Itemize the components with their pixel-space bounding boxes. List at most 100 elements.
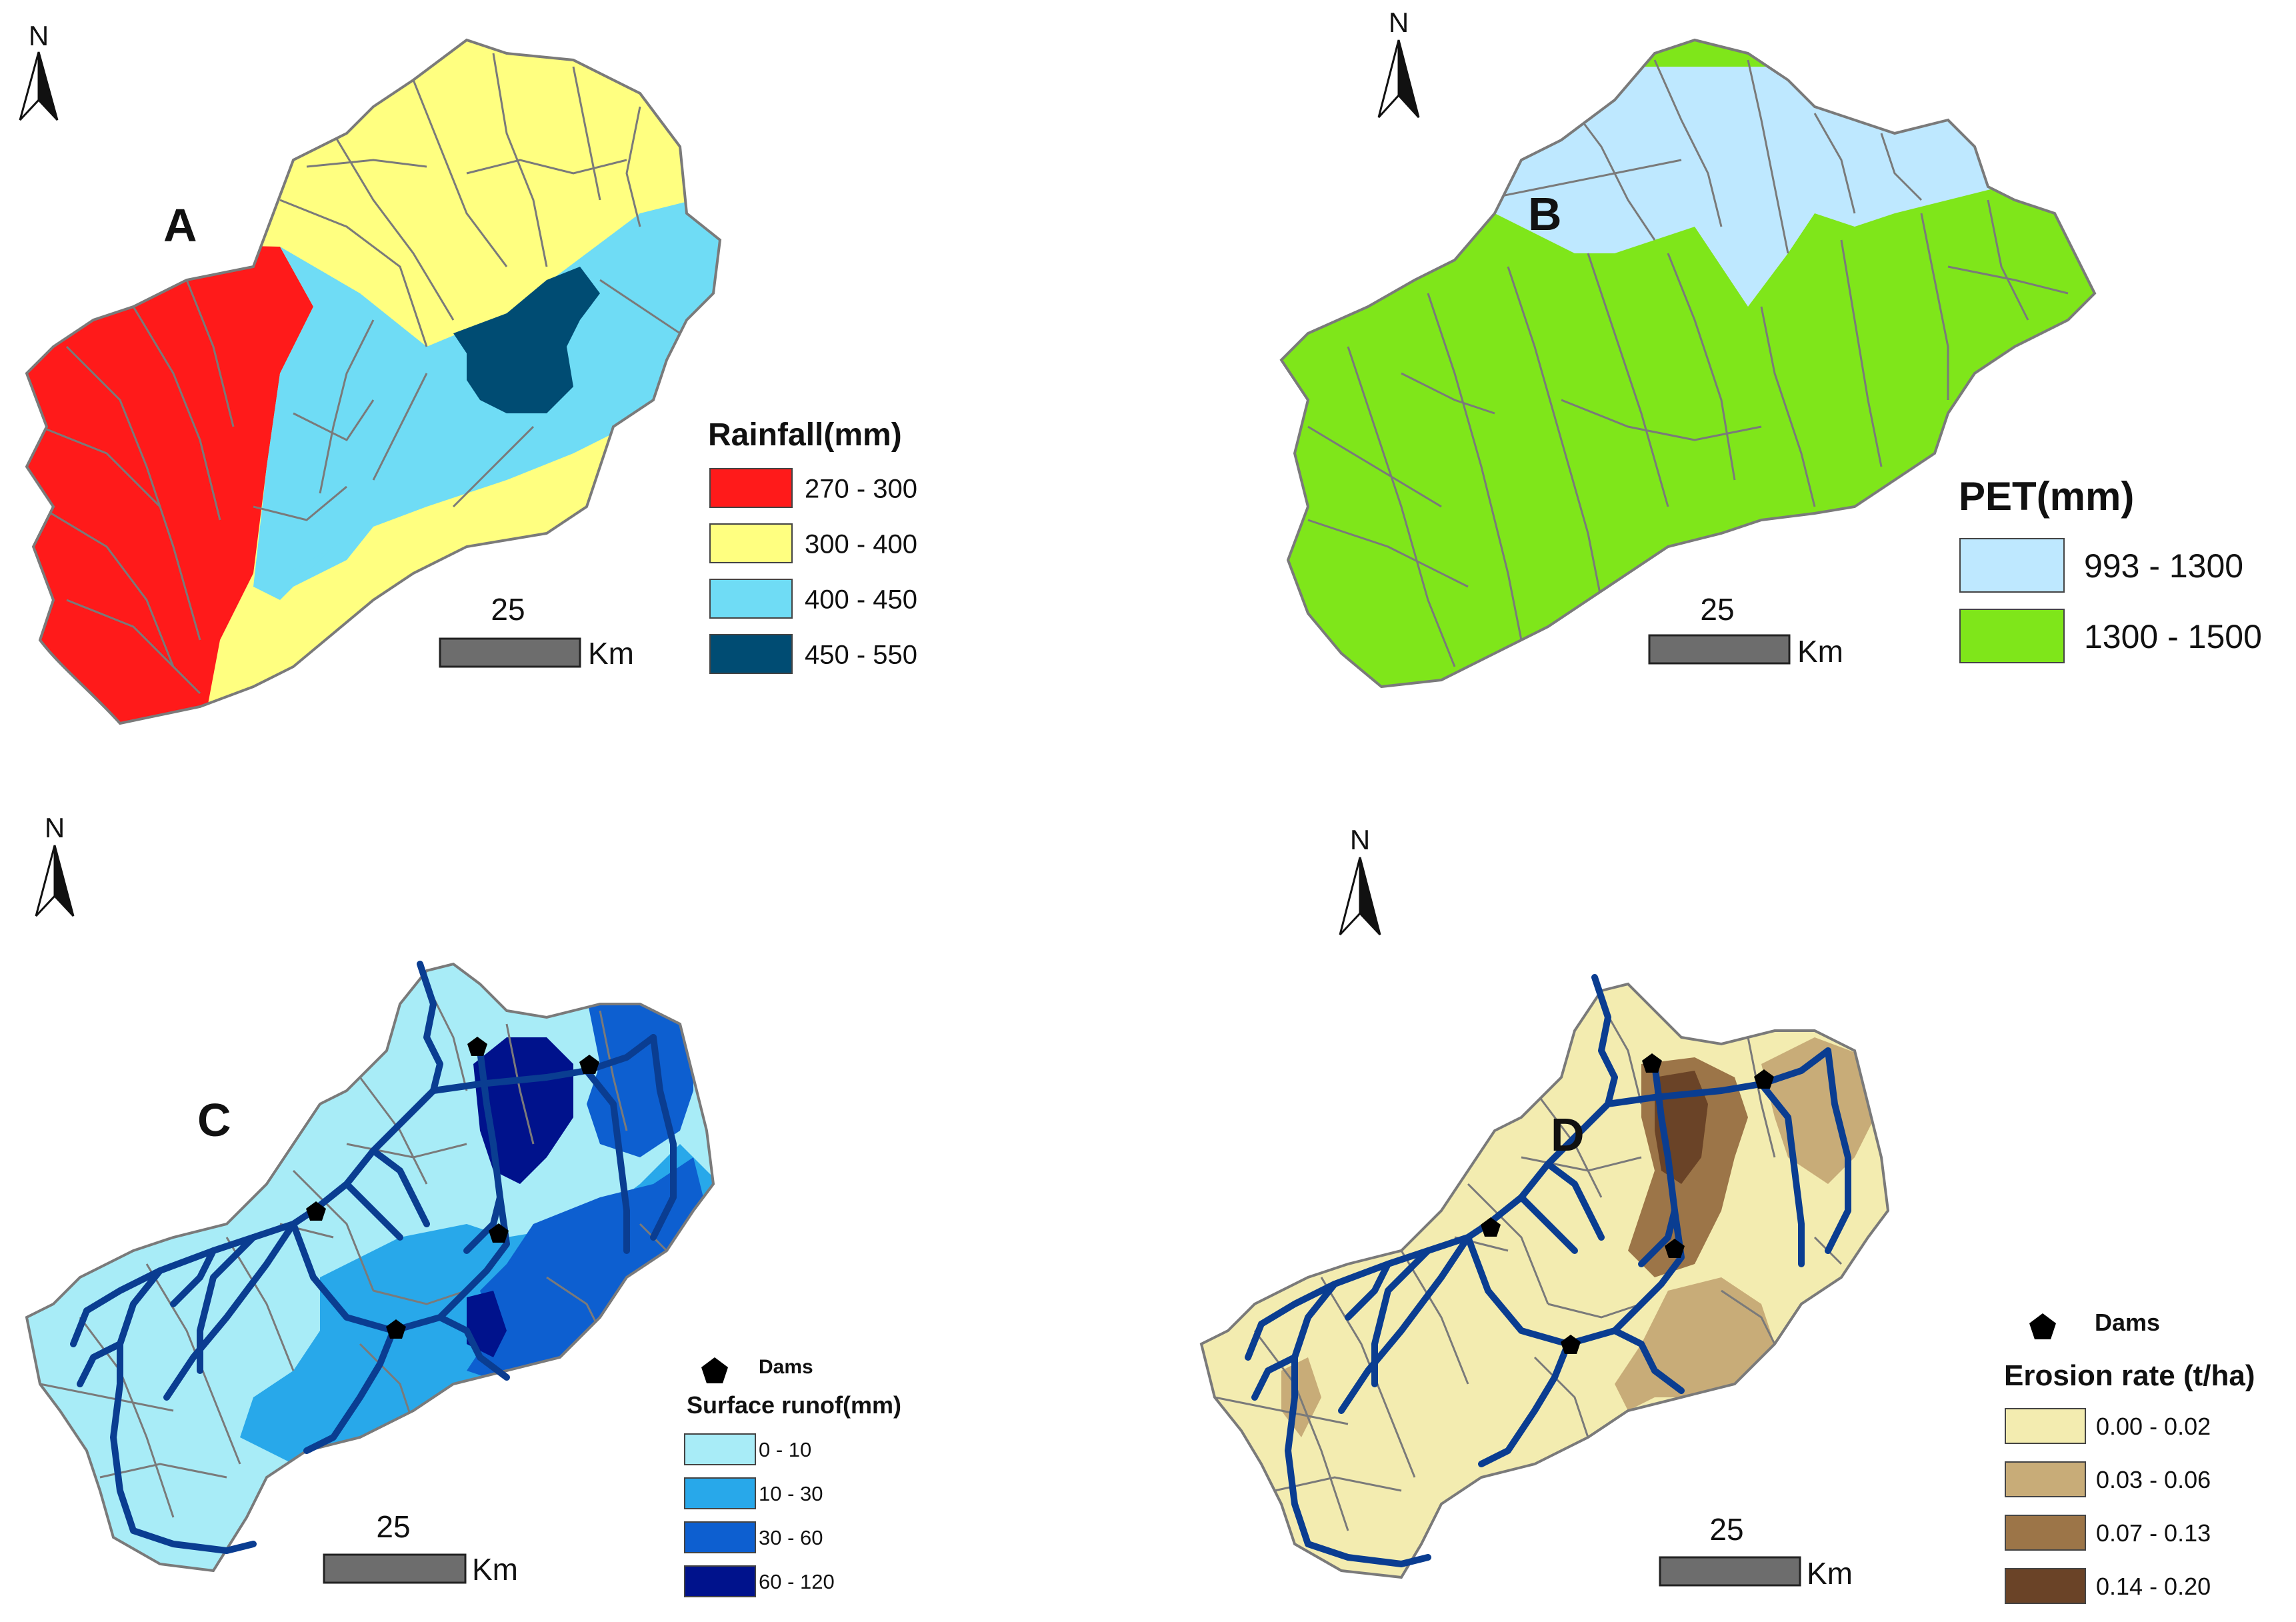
north-label: N [1350, 824, 1370, 855]
dam-markers [306, 1037, 599, 1339]
north-arrow-icon: N [35, 812, 75, 917]
panel-letter: B [1528, 188, 1562, 240]
dam-icon [1754, 1069, 1774, 1089]
river-network [1245, 974, 1851, 1567]
subcatchment-boundaries [39, 983, 668, 1518]
dam-icon [306, 1201, 326, 1221]
dam-icon [1561, 1335, 1581, 1354]
scale-bar: 25 Km [1659, 1512, 1853, 1591]
scale-unit: Km [588, 636, 634, 671]
legend-label: 10 - 30 [759, 1482, 823, 1505]
legend-swatch [684, 1433, 756, 1465]
legend-swatch [709, 523, 793, 563]
legend-item: 10 - 30 [684, 1477, 823, 1509]
north-label: N [45, 812, 65, 843]
legend-swatch [709, 468, 793, 508]
dam-icon [467, 1037, 487, 1056]
subcatchment-boundaries [1307, 59, 2069, 667]
legend-swatch [709, 634, 793, 674]
legend-item: 0.03 - 0.06 [2005, 1461, 2211, 1497]
panel-letter: C [197, 1094, 231, 1146]
dam-icon [1642, 1053, 1662, 1073]
legend-title: Surface runof(mm) [687, 1391, 901, 1419]
legend: Dams Erosion rate (t/ha) 0.00 - 0.02 0.03… [2004, 1309, 2255, 1604]
legend-item: 400 - 450 [709, 579, 917, 619]
dams-label: Dams [759, 1356, 813, 1378]
north-arrow-icon: N [19, 20, 59, 121]
scale-value: 25 [376, 1509, 410, 1544]
scale-value: 25 [1709, 1512, 1743, 1547]
map-d-canvas: N D 25 Km Dams Erosion rate (t/ha) 0.00 … [1200, 824, 2255, 1604]
dam-markers [1481, 1053, 1774, 1354]
legend-item: 0.14 - 0.20 [2005, 1568, 2211, 1604]
legend-label: 30 - 60 [759, 1526, 823, 1549]
legend-label: 0 - 10 [759, 1438, 811, 1461]
dam-icon [489, 1223, 509, 1243]
legend-swatch [1959, 609, 2065, 663]
region-450-550 [453, 267, 600, 413]
panel-b-pet-map: N B 25 Km PET(mm) 993 - 1300 1300 - 1500 [1148, 0, 2296, 811]
legend-title: Erosion rate (t/ha) [2004, 1359, 2255, 1392]
scale-bar: 25 Km [439, 592, 634, 671]
legend-label: 0.00 - 0.02 [2096, 1413, 2211, 1440]
scale-unit: Km [1797, 634, 1843, 669]
map-c-canvas: N C 25 Km Dams Surface runof(mm) 0 - 10 1… [25, 812, 901, 1597]
legend-swatch [1959, 538, 2065, 593]
legend-item: 0.07 - 0.13 [2005, 1515, 2211, 1551]
legend: Rainfall(mm) 270 - 300 300 - 400 400 - 450… [708, 417, 917, 674]
legend-swatch [684, 1565, 756, 1597]
scale-unit: Km [472, 1552, 518, 1587]
dam-icon [1481, 1217, 1501, 1237]
legend-swatch [684, 1477, 756, 1509]
dam-icon [579, 1055, 599, 1074]
legend-item: 993 - 1300 [1959, 538, 2243, 593]
region-0.03-0.06-south [1615, 1277, 1775, 1411]
legend-label: 0.03 - 0.06 [2096, 1466, 2211, 1493]
region-400-450-south [287, 520, 373, 587]
scale-bar: 25 Km [323, 1509, 518, 1587]
legend-swatch [709, 579, 793, 619]
legend-item: 1300 - 1500 [1959, 609, 2262, 663]
subcatchment-boundaries [39, 53, 681, 695]
panel-a-rainfall-map: N A 25 Km Rainfall(mm) 270 - 300 300 - 40… [0, 0, 1148, 811]
legend-title: Rainfall(mm) [708, 417, 902, 453]
dam-legend-icon [701, 1357, 728, 1383]
legend-label: 1300 - 1500 [2084, 618, 2262, 655]
legend-label: 60 - 120 [759, 1570, 835, 1593]
scale-value: 25 [491, 592, 525, 627]
river-network [70, 961, 677, 1554]
panel-c-surface-runoff-map: N C 25 Km Dams Surface runof(mm) 0 - 10 1… [0, 811, 1148, 1621]
legend-swatch [684, 1521, 756, 1553]
legend-label: 993 - 1300 [2084, 547, 2243, 585]
legend-label: 0.07 - 0.13 [2096, 1519, 2211, 1547]
north-arrow-icon: N [1339, 824, 1381, 936]
map-b-canvas: N B 25 Km PET(mm) 993 - 1300 1300 - 1500 [1280, 7, 2262, 688]
legend: PET(mm) 993 - 1300 1300 - 1500 [1959, 474, 2262, 663]
dam-icon [1665, 1239, 1685, 1258]
legend-item: 60 - 120 [684, 1565, 835, 1597]
legend-swatch [2005, 1515, 2086, 1551]
legend-item: 30 - 60 [684, 1521, 823, 1553]
legend-swatch [2005, 1461, 2086, 1497]
legend-swatch [2005, 1408, 2086, 1444]
legend: Dams Surface runof(mm) 0 - 10 10 - 30 30 -… [684, 1356, 901, 1597]
legend-swatch [2005, 1568, 2086, 1604]
legend-label: 400 - 450 [805, 585, 917, 614]
legend-item: 0.00 - 0.02 [2005, 1408, 2211, 1444]
legend-label: 0.14 - 0.20 [2096, 1573, 2211, 1600]
region-60-120-south [467, 1291, 507, 1357]
region-270-300 [27, 240, 313, 723]
scale-value: 25 [1700, 592, 1734, 627]
north-arrow-icon: N [1377, 7, 1420, 119]
region-30-60 [467, 1157, 707, 1384]
panel-letter: D [1551, 1109, 1585, 1161]
map-a-canvas: N A 25 Km Rainfall(mm) 270 - 300 300 - 40… [19, 20, 917, 725]
legend-label: 450 - 550 [805, 640, 917, 669]
north-label: N [1389, 7, 1409, 38]
panel-d-erosion-rate-map: N D 25 Km Dams Erosion rate (t/ha) 0.00 … [1148, 811, 2296, 1621]
legend-label: 300 - 400 [805, 529, 917, 559]
north-label: N [29, 20, 49, 51]
scale-unit: Km [1807, 1556, 1853, 1591]
legend-item: 270 - 300 [709, 468, 917, 508]
panel-letter: A [163, 199, 197, 251]
